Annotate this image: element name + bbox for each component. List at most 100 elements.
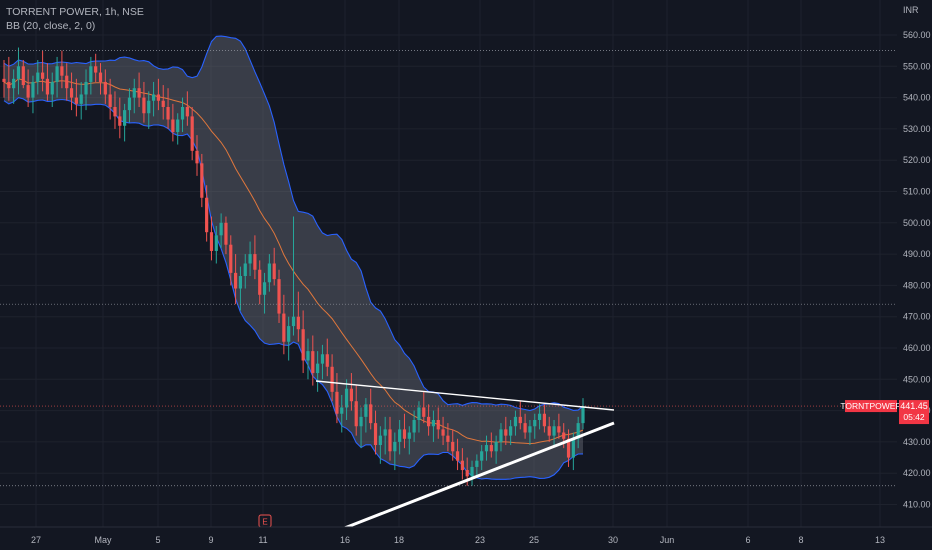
candle-body (253, 254, 257, 270)
candle-body (190, 116, 194, 151)
candle-body (335, 391, 339, 414)
y-tick-label: 450.00 (903, 374, 931, 384)
candle-body (31, 81, 35, 98)
x-tick-label: May (94, 535, 112, 545)
candle-body (552, 426, 556, 436)
x-tick-label: 9 (208, 535, 213, 545)
candle-body (537, 413, 542, 420)
candle-body (282, 313, 286, 342)
x-tick-label: Jun (660, 535, 675, 545)
candle-body (571, 438, 575, 458)
candle-body (50, 81, 54, 95)
candle-body (132, 88, 136, 98)
time-axis (0, 527, 932, 550)
candle-body (330, 366, 334, 392)
y-tick-label: 480.00 (903, 280, 931, 290)
x-tick-label: 11 (258, 535, 267, 545)
candle-body (388, 429, 392, 452)
candle-body (243, 263, 247, 277)
x-tick-label: 30 (608, 535, 618, 545)
candle-body (562, 432, 566, 439)
candle-body (475, 460, 479, 467)
y-tick-label: 530.00 (903, 124, 931, 134)
candle-body (576, 423, 580, 439)
candle-body (89, 66, 93, 82)
candle-body (547, 426, 551, 436)
y-tick-label: 500.00 (903, 218, 931, 228)
candle-body (369, 404, 373, 424)
candle-body (41, 72, 45, 79)
candle-body (455, 451, 460, 461)
y-tick-label: 540.00 (903, 93, 931, 103)
candle-body (123, 110, 127, 126)
candle-body (2, 78, 6, 82)
candle-body (422, 407, 426, 417)
candle-body (108, 94, 112, 107)
y-tick-label: 560.00 (903, 30, 931, 40)
candle-body (311, 351, 315, 374)
candle-body (499, 429, 503, 442)
symbol-badge (845, 400, 897, 413)
indicator-label: BB (20, close, 2, 0) (6, 20, 96, 32)
x-tick-label: 25 (529, 535, 539, 545)
candle-body (200, 163, 204, 198)
candle-body (494, 441, 498, 452)
candle-body (364, 404, 368, 417)
y-tick-label: 490.00 (903, 249, 931, 259)
candle-body (340, 407, 344, 414)
candle-body (238, 276, 243, 289)
candle-body (55, 66, 59, 82)
candle-body (127, 97, 132, 111)
candle-body (185, 106, 189, 117)
y-tick-label: 470.00 (903, 312, 931, 322)
y-tick-label: 460.00 (903, 343, 931, 353)
candle-body (446, 435, 450, 442)
candle-body (518, 416, 522, 424)
candle-body (378, 435, 382, 446)
x-tick-label: 23 (475, 535, 485, 545)
x-tick-label: 13 (875, 535, 885, 545)
candle-body (45, 78, 50, 95)
candle-body (84, 81, 88, 95)
candle-body (402, 429, 407, 439)
candle-body (161, 100, 165, 107)
candle-body (533, 419, 537, 427)
candle-body (306, 351, 310, 361)
candle-body (383, 429, 387, 436)
candle-body (26, 85, 30, 98)
x-tick-label: 27 (31, 535, 41, 545)
candle-body (566, 438, 571, 458)
bollinger-lower-band (3, 96, 584, 480)
x-tick-label: 5 (155, 535, 160, 545)
candle-body (509, 426, 513, 436)
candle-body (484, 445, 489, 452)
candle-body (103, 81, 107, 95)
candle-body (171, 119, 175, 133)
candle-body (219, 222, 223, 236)
y-tick-label: 520.00 (903, 155, 931, 165)
candle-body (287, 326, 291, 342)
candle-body (79, 94, 83, 104)
candle-body (137, 88, 141, 98)
candle-body (234, 272, 238, 289)
candle-body (151, 94, 156, 101)
candle-body (344, 388, 349, 408)
candle-body (7, 81, 11, 89)
candle-body (209, 232, 214, 251)
candle-body (431, 419, 436, 427)
candle-body (504, 429, 508, 436)
candle-body (441, 429, 445, 436)
y-tick-label: 420.00 (903, 468, 931, 478)
candle-body (557, 426, 561, 433)
candle-body (267, 263, 271, 283)
candle-body (12, 78, 16, 89)
lower-trendline (341, 421, 615, 531)
candle-body (98, 72, 103, 82)
candle-body (349, 388, 353, 402)
candle-body (296, 316, 300, 330)
candle-body (427, 416, 431, 427)
candle-body (480, 451, 484, 461)
